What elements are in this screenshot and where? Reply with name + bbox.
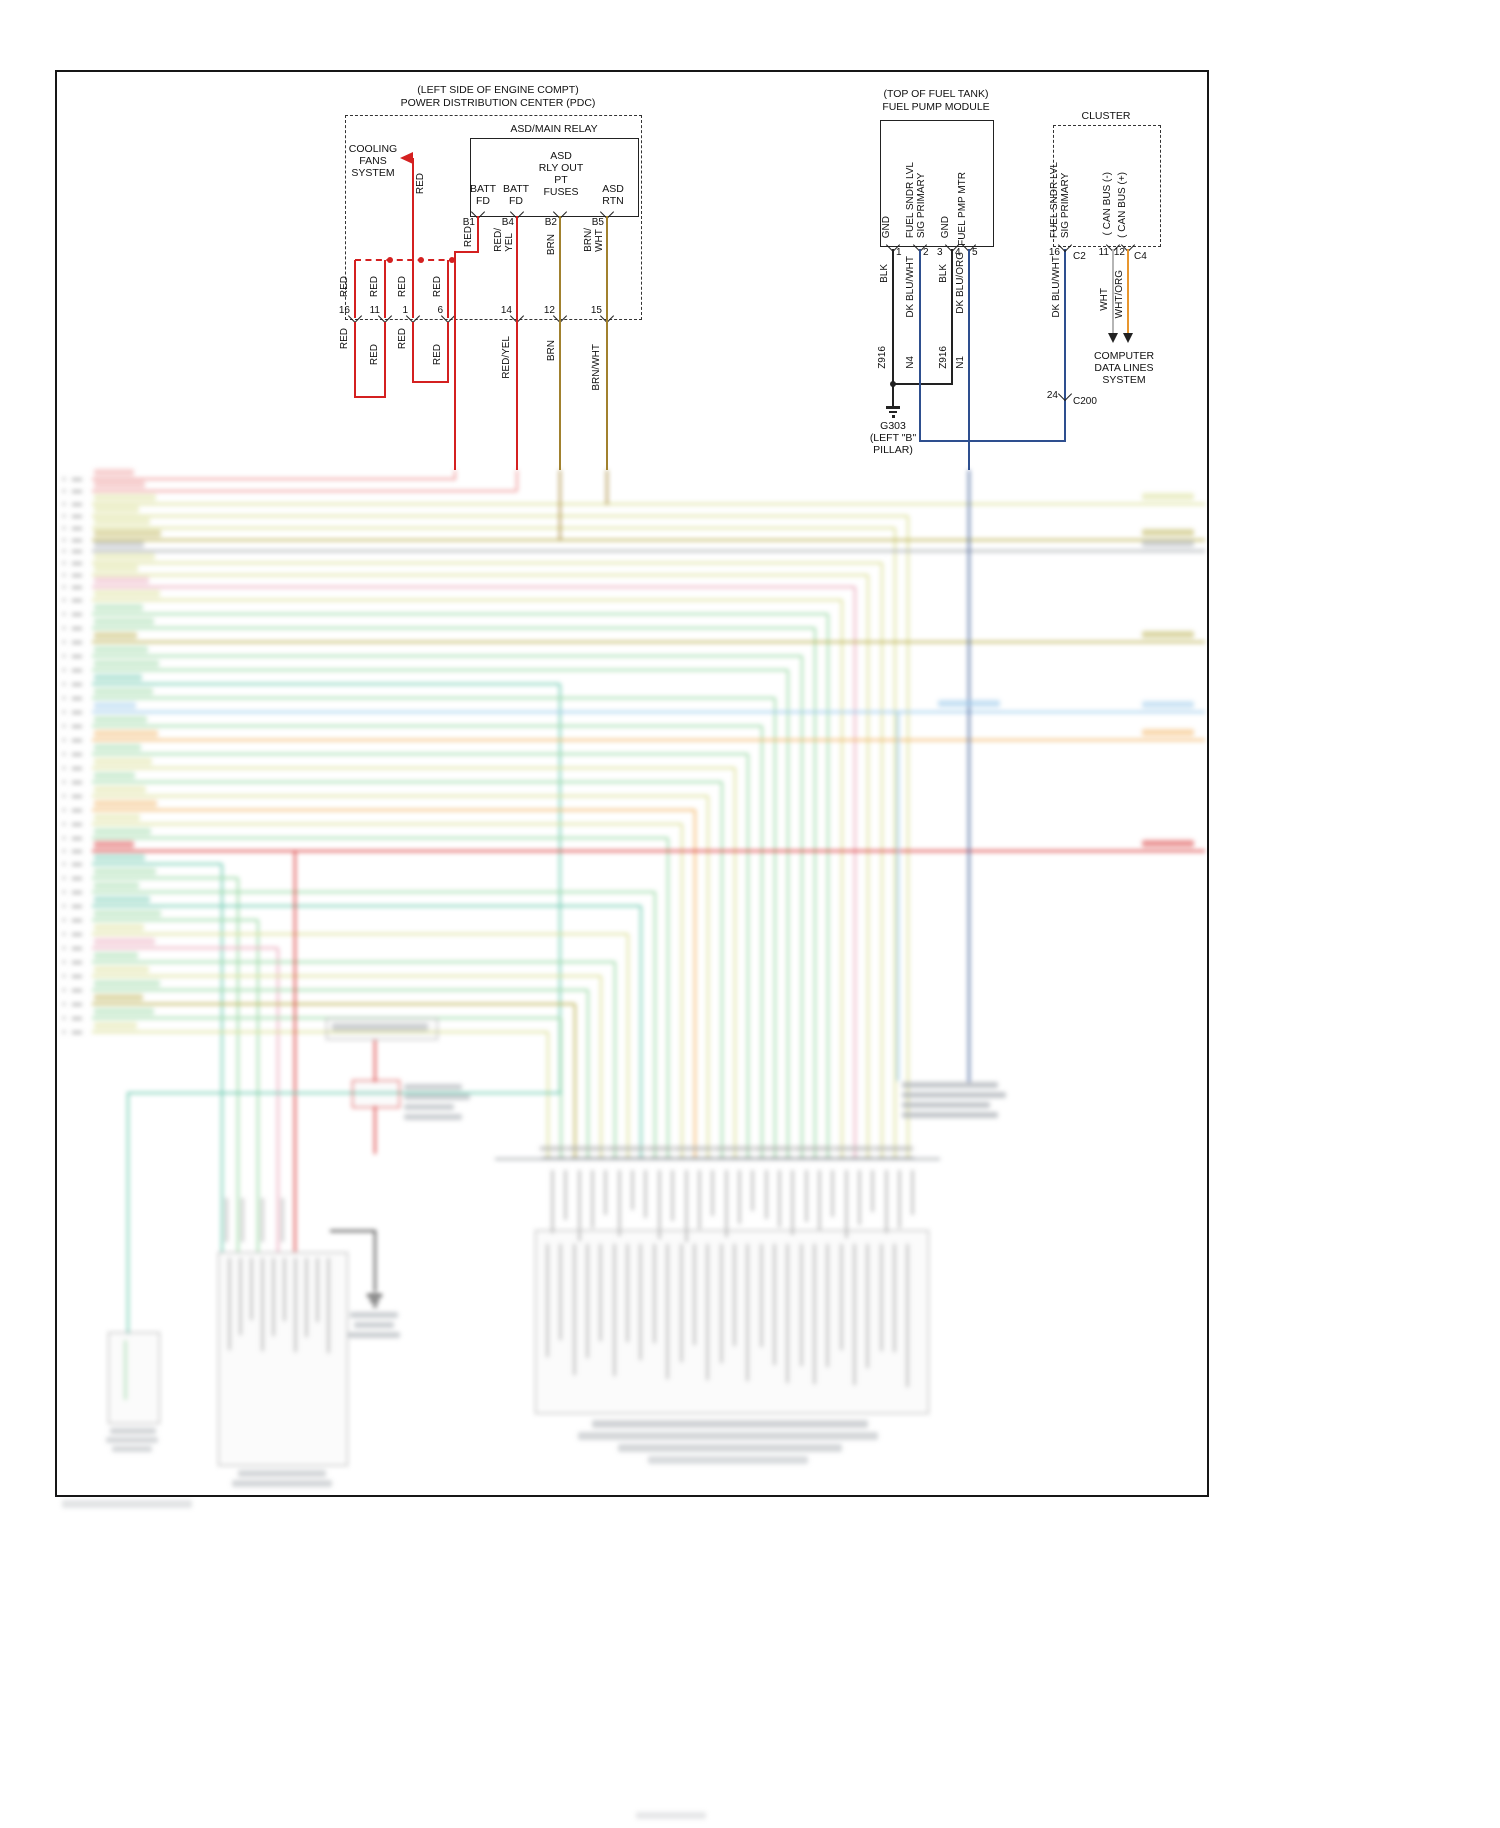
connector-pin-11: 11	[369, 305, 380, 316]
circuit-label-z916-2: Z916	[938, 346, 949, 369]
relay-terminal-asd-rly-out: ASD RLY OUT PT FUSES	[538, 150, 584, 198]
wire-color-label-blk-2: BLK	[938, 264, 949, 283]
wire-color-label-dkbluorg: DK BLU/ORG	[955, 252, 966, 314]
wire-color-label-red: RED	[339, 328, 350, 350]
wire-color-label-wht: WHT	[1099, 288, 1110, 311]
relay-terminal-batt-fd-2: BATT FD	[502, 183, 530, 207]
blur-label	[636, 1812, 706, 1819]
wire-color-label-red: RED	[432, 276, 443, 298]
connector-pin-12: 12	[543, 305, 555, 316]
diagram-border	[55, 70, 1209, 1497]
wire-color-label-red-b1: RED	[463, 226, 474, 248]
wire-color-label-red-feed: RED	[415, 173, 426, 195]
wire-color-label-red: RED	[369, 276, 380, 298]
fuel-pump-pin-name-gnd-1: GND	[881, 216, 892, 239]
fuel-pump-pin-name-pmp-mtr: FUEL PMP MTR	[957, 172, 968, 246]
pdc-title: POWER DISTRIBUTION CENTER (PDC)	[400, 97, 596, 109]
cluster-connector-c4: C4	[1134, 251, 1147, 262]
fuel-pump-pin-5: 5	[972, 247, 978, 258]
wire-color-label-red: RED	[369, 344, 380, 366]
relay-terminal-asd-rtn: ASD RTN	[602, 183, 624, 207]
cluster-title: CLUSTER	[1081, 110, 1131, 122]
fuel-pump-pin-3: 3	[937, 247, 943, 258]
asd-main-relay-title: ASD/MAIN RELAY	[510, 123, 598, 135]
fuel-pump-pin-1: 1	[896, 247, 902, 258]
cluster-connector-c2: C2	[1073, 251, 1086, 262]
wire-color-label-redyel: RED/ YEL	[493, 228, 515, 252]
inline-connector-pin-24: 24	[1046, 390, 1058, 401]
fuel-pump-pin-name-gnd-2: GND	[940, 216, 951, 239]
fuel-pump-pin-2: 2	[923, 247, 929, 258]
circuit-label-n1: N1	[955, 356, 966, 369]
cluster-pin-name-fuel-sndr: FUEL SNDR LVL SIG PRIMARY	[1049, 162, 1071, 239]
cluster-pin-name-can-minus: ( CAN BUS (-)	[1102, 172, 1113, 236]
ground-label-g303: G303 (LEFT "B" PILLAR)	[869, 420, 917, 456]
circuit-label-n4: N4	[905, 356, 916, 369]
connector-pin-16: 16	[338, 305, 350, 316]
cluster-pin-11: 11	[1098, 247, 1109, 258]
cooling-fans-system-label: COOLING FANS SYSTEM	[348, 143, 398, 179]
wire-color-label-red: RED	[339, 276, 350, 298]
fuel-pump-pin-4: 4	[955, 247, 961, 258]
cluster-pin-name-can-plus: ( CAN BUS (+)	[1117, 172, 1128, 238]
relay-pin-b1: B1	[462, 217, 475, 228]
relay-pin-b2: B2	[544, 217, 557, 228]
connector-pin-14: 14	[500, 305, 512, 316]
pdc-box	[345, 115, 642, 320]
inline-connector-c200: C200	[1073, 396, 1097, 407]
computer-data-lines-label: COMPUTER DATA LINES SYSTEM	[1093, 350, 1155, 386]
wire-color-label-brn: BRN	[546, 234, 557, 256]
wire-color-label-blk-1: BLK	[879, 264, 890, 283]
blur-label	[62, 1500, 192, 1508]
wire-color-label-dkbluwht: DK BLU/WHT	[905, 256, 916, 318]
pdc-location-label: (LEFT SIDE OF ENGINE COMPT)	[417, 84, 579, 96]
connector-pin-15: 15	[590, 305, 602, 316]
connector-pin-6: 6	[437, 305, 443, 316]
fuel-pump-title: FUEL PUMP MODULE	[882, 101, 990, 113]
relay-pin-b5: B5	[591, 217, 604, 228]
wire-color-label-brn-out: BRN	[546, 340, 557, 362]
wire-color-label-red: RED	[397, 276, 408, 298]
fuel-pump-location-label: (TOP OF FUEL TANK)	[883, 88, 989, 100]
wire-color-label-brnwht: BRN/ WHT	[583, 228, 605, 252]
fuel-pump-module-box	[880, 120, 994, 247]
wire-color-label-dkbluwht-cluster: DK BLU/WHT	[1051, 256, 1062, 318]
fuel-pump-pin-name-fuel-sndr: FUEL SNDR LVL SIG PRIMARY	[905, 162, 927, 239]
wire-color-label-redyel-out: RED/YEL	[501, 336, 512, 379]
circuit-label-z916-1: Z916	[877, 346, 888, 369]
connector-pin-1: 1	[402, 305, 408, 316]
asd-main-relay-box	[470, 138, 639, 217]
relay-terminal-batt-fd-1: BATT FD	[469, 183, 497, 207]
cluster-pin-16: 16	[1048, 247, 1060, 258]
wire-color-label-brnwht-out: BRN/WHT	[591, 344, 602, 391]
cluster-pin-12: 12	[1113, 247, 1125, 258]
wire-color-label-red: RED	[432, 344, 443, 366]
wire-color-label-red: RED	[397, 328, 408, 350]
wire-color-label-whtorg: WHT/ORG	[1114, 270, 1125, 319]
relay-pin-b4: B4	[501, 217, 514, 228]
cluster-box	[1053, 125, 1161, 247]
